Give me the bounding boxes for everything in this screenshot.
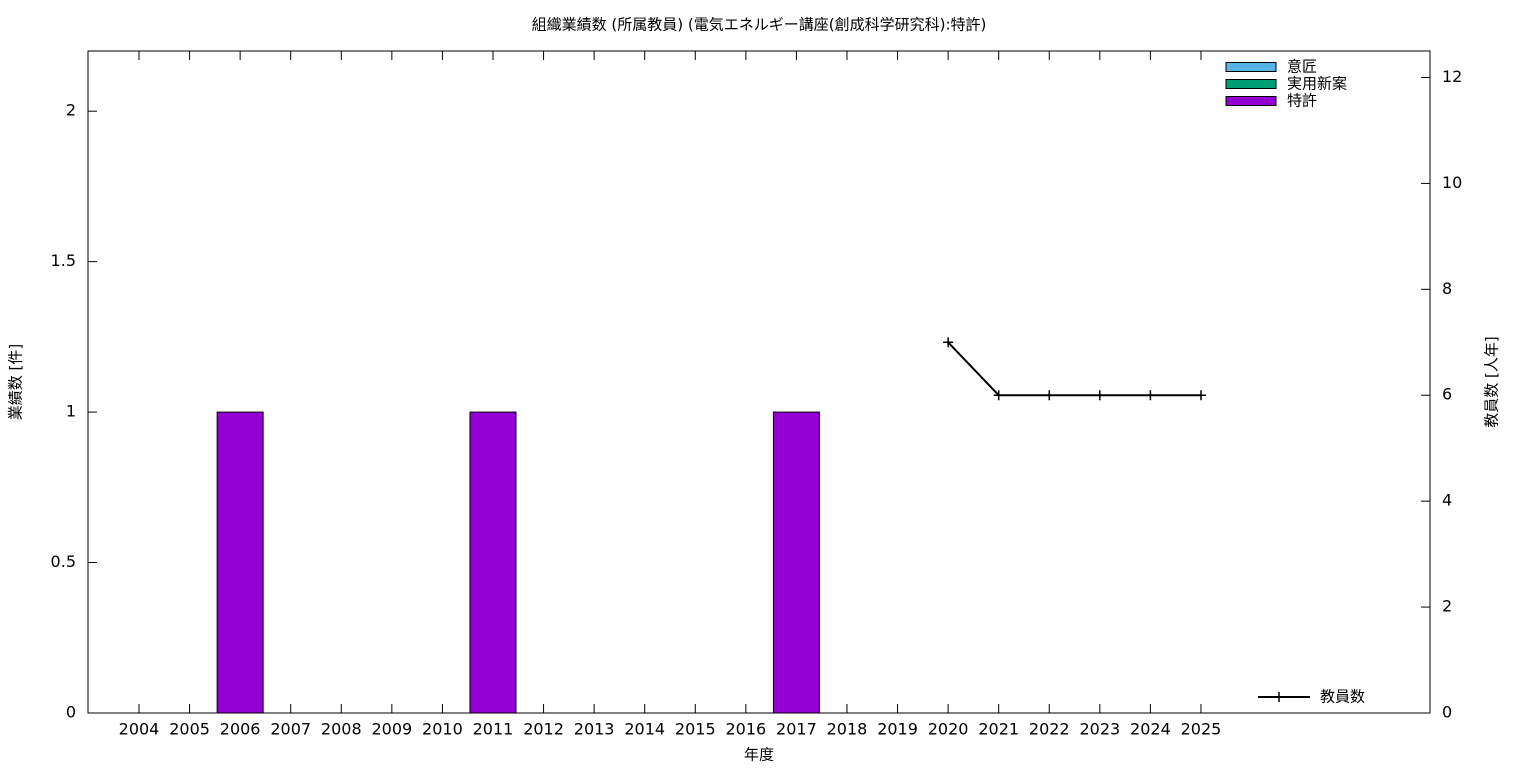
legend-swatch bbox=[1225, 96, 1277, 106]
plot-frame bbox=[87, 50, 1431, 714]
x-tick-label: 2024 bbox=[1130, 720, 1171, 739]
chart-title: 組織業績数 (所属教員) (電気エネルギー講座(創成科学研究科):特許) bbox=[532, 16, 987, 34]
x-tick-label: 2008 bbox=[321, 720, 362, 739]
x-tick-label: 2006 bbox=[220, 720, 261, 739]
y2-tick-label: 6 bbox=[1442, 385, 1452, 404]
x-tick-label: 2021 bbox=[978, 720, 1019, 739]
legend-label: 特許 bbox=[1287, 92, 1317, 110]
x-axis-label: 年度 bbox=[744, 746, 774, 764]
x-tick-label: 2012 bbox=[523, 720, 564, 739]
y2-tick-label: 4 bbox=[1442, 491, 1452, 510]
bar bbox=[216, 411, 264, 714]
y-axis-label: 業績数 [件] bbox=[7, 344, 25, 420]
x-tick-label: 2019 bbox=[877, 720, 918, 739]
legend-swatch bbox=[1225, 79, 1277, 89]
x-tick-label: 2011 bbox=[473, 720, 514, 739]
x-tick-label: 2017 bbox=[776, 720, 817, 739]
legend-label: 実用新案 bbox=[1287, 75, 1347, 93]
legend-label: 教員数 bbox=[1320, 688, 1365, 706]
x-tick-label: 2015 bbox=[675, 720, 716, 739]
x-tick-label: 2014 bbox=[624, 720, 665, 739]
y2-tick-label: 2 bbox=[1442, 597, 1452, 616]
bar bbox=[469, 411, 517, 714]
y-tick-label: 0 bbox=[66, 703, 76, 722]
legend-swatch bbox=[1225, 62, 1277, 72]
line bbox=[947, 341, 1201, 397]
y-tick-label: 0.5 bbox=[51, 552, 76, 571]
bar bbox=[772, 411, 820, 714]
x-tick-label: 2007 bbox=[270, 720, 311, 739]
y2-tick-label: 12 bbox=[1442, 67, 1462, 86]
x-tick-label: 2009 bbox=[371, 720, 412, 739]
y-tick-label: 2 bbox=[66, 101, 76, 120]
y2-axis-label: 教員数 [人年] bbox=[1483, 336, 1501, 427]
x-tick-label: 2016 bbox=[725, 720, 766, 739]
y-tick-label: 1 bbox=[66, 402, 76, 421]
y2-tick-label: 8 bbox=[1442, 279, 1452, 298]
x-tick-label: 2013 bbox=[574, 720, 615, 739]
legend-label: 意匠 bbox=[1287, 58, 1317, 76]
y-tick-label: 1.5 bbox=[51, 251, 76, 270]
x-tick-label: 2025 bbox=[1181, 720, 1222, 739]
x-tick-label: 2010 bbox=[422, 720, 463, 739]
y2-tick-label: 10 bbox=[1442, 173, 1462, 192]
x-tick-label: 2005 bbox=[169, 720, 210, 739]
x-tick-label: 2023 bbox=[1079, 720, 1120, 739]
x-tick-label: 2018 bbox=[827, 720, 868, 739]
x-tick-label: 2004 bbox=[119, 720, 160, 739]
x-tick-label: 2020 bbox=[928, 720, 969, 739]
x-tick-label: 2022 bbox=[1029, 720, 1070, 739]
y2-tick-label: 0 bbox=[1442, 703, 1452, 722]
